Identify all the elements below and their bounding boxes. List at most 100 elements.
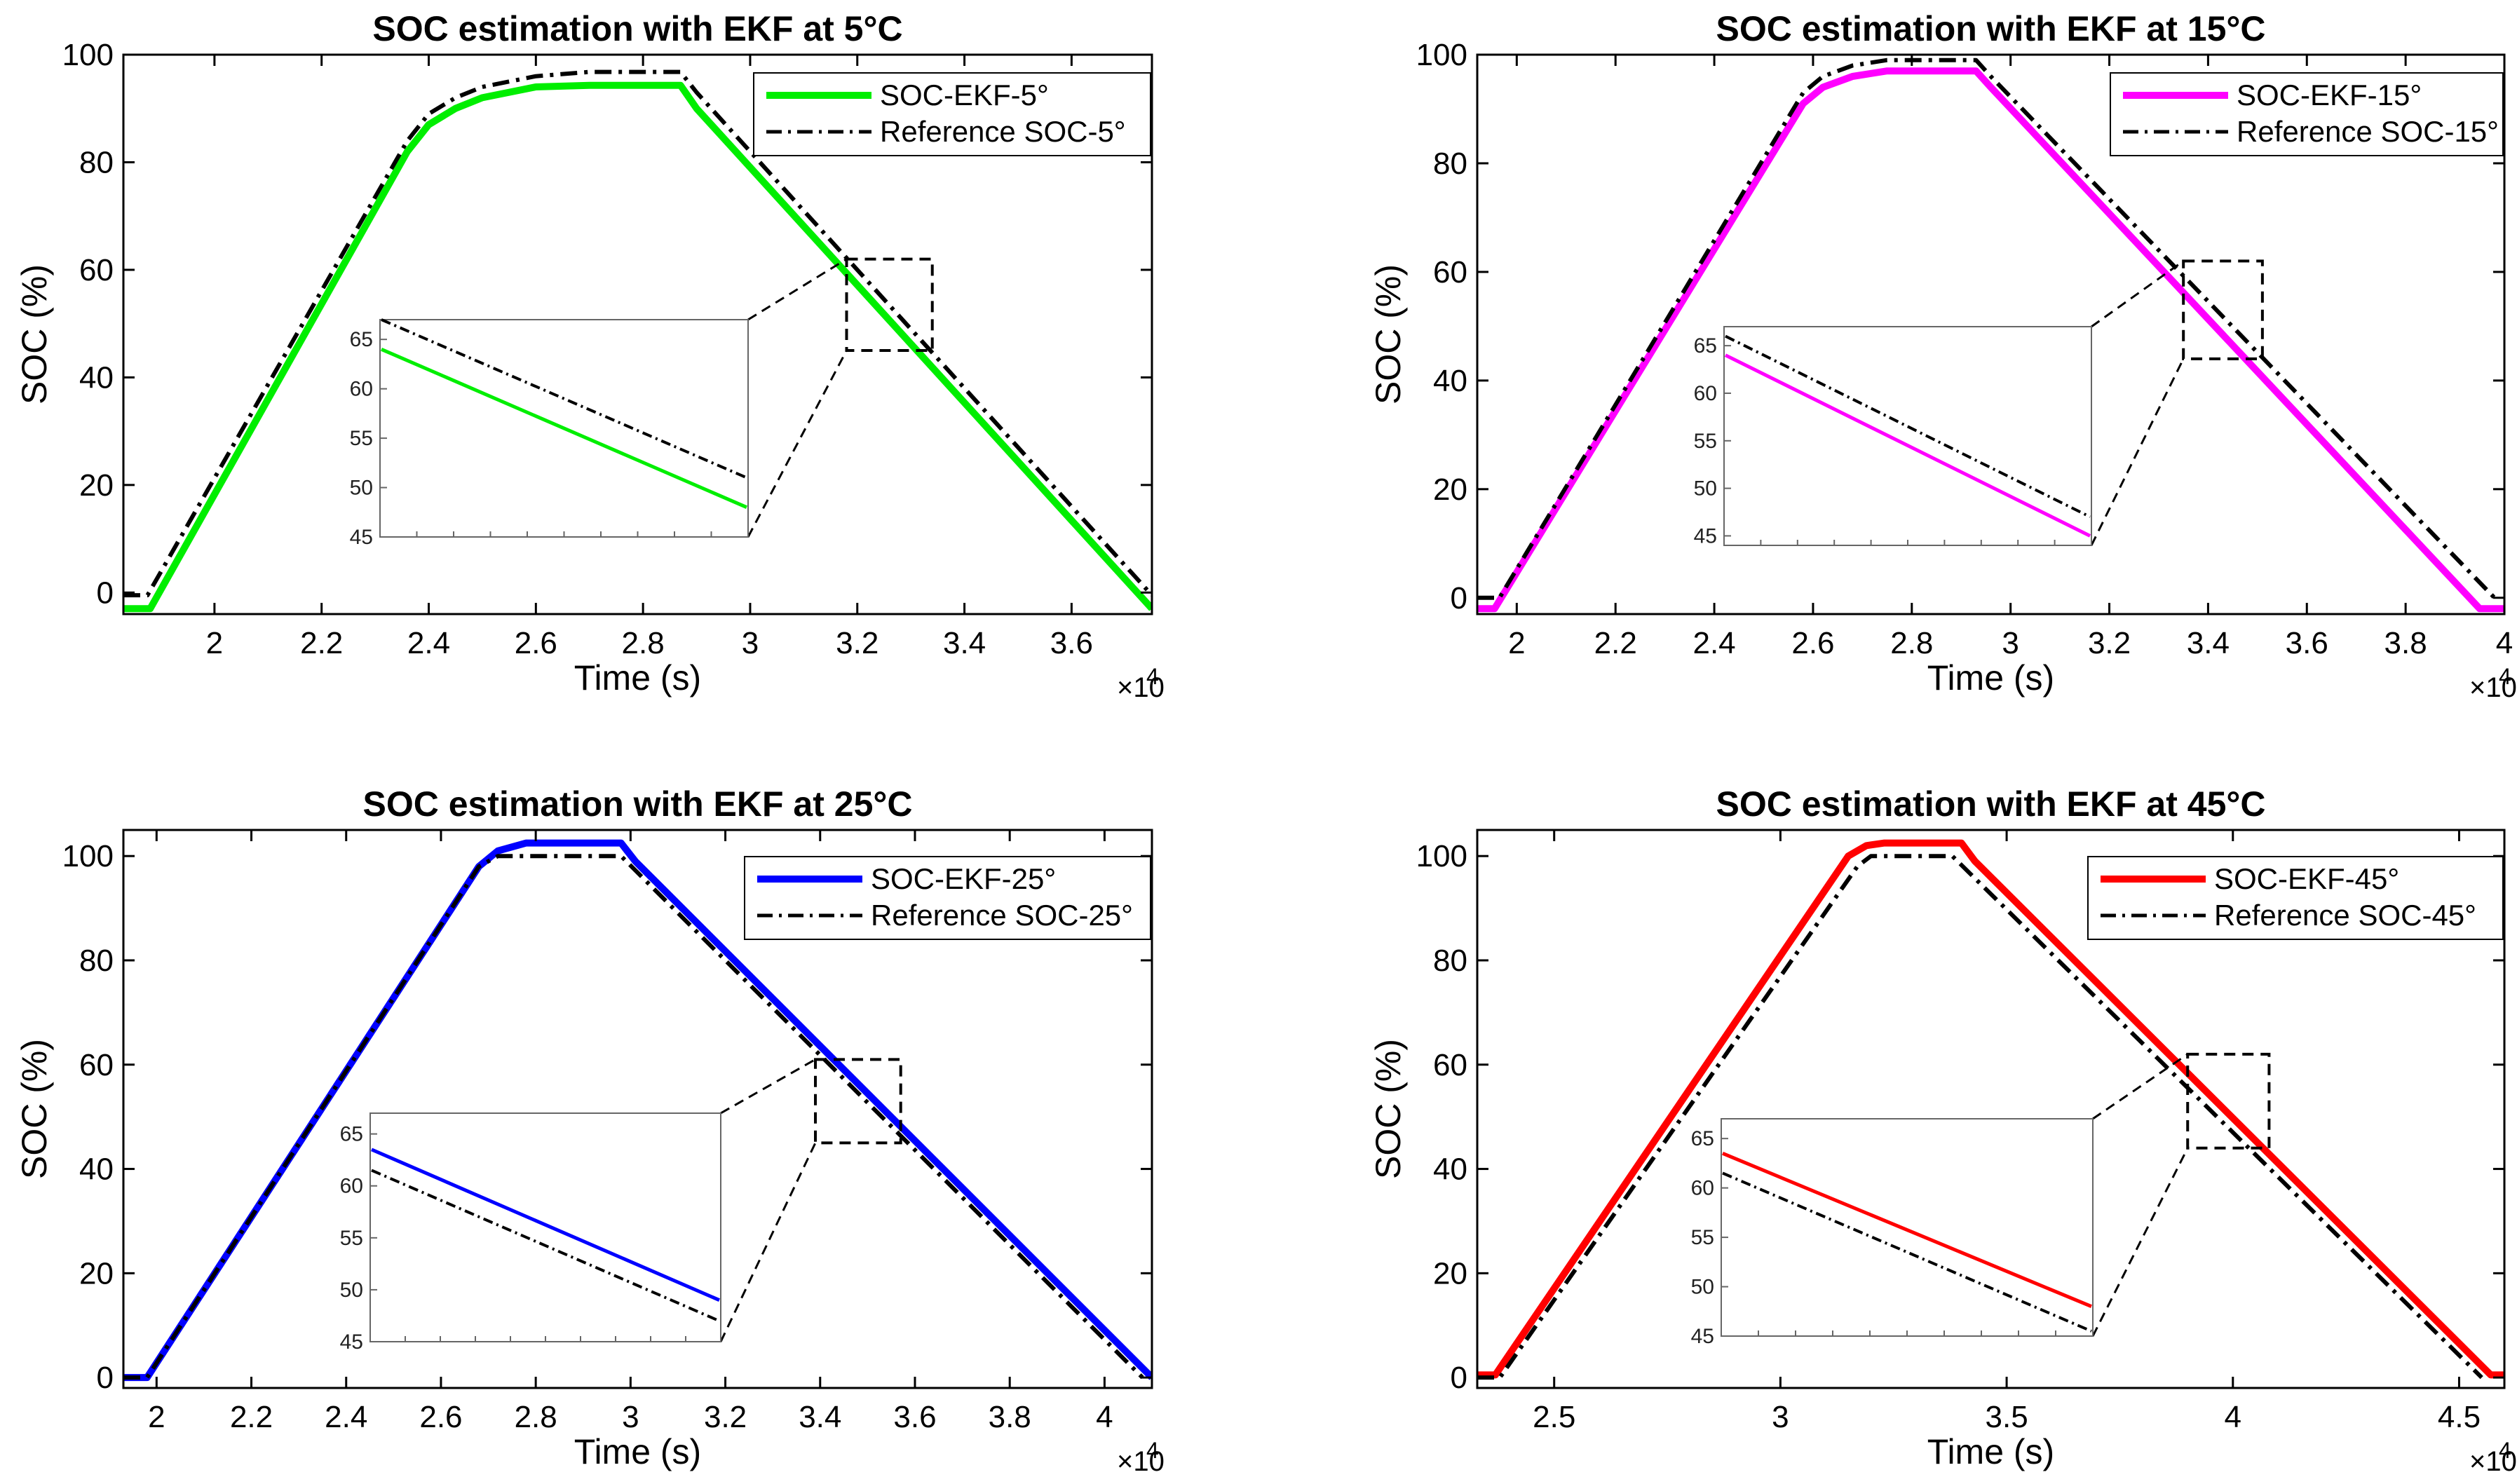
inset-ytick-label: 60	[350, 378, 373, 401]
zoom-connector-bottom	[719, 1142, 817, 1342]
axes-frame	[122, 829, 1153, 1389]
legend: SOC-EKF-25° Reference SOC-25°	[744, 856, 1151, 940]
xtick-label: 3.8	[2384, 626, 2427, 660]
legend: SOC-EKF-5° Reference SOC-5°	[753, 72, 1151, 156]
ytick-label: 100	[1416, 38, 1467, 72]
xtick-label: 2.4	[1692, 626, 1735, 660]
inset-ytick-label: 65	[1691, 1127, 1714, 1150]
inset-ytick-label: 65	[340, 1123, 363, 1146]
legend-label-2: Reference SOC-25°	[871, 899, 1133, 932]
ytick-label: 80	[79, 145, 114, 179]
xtick-label: 2	[148, 1400, 165, 1434]
x-exponent-power: 4	[2499, 664, 2511, 689]
xtick-label: 3	[1772, 1400, 1789, 1434]
xtick-label: 3.2	[836, 626, 878, 660]
inset-ytick-label: 55	[350, 427, 373, 450]
x-exponent-label: ×10	[2469, 672, 2517, 703]
y-axis-label: SOC (%)	[1369, 264, 1408, 404]
ytick-label: 20	[79, 468, 114, 503]
xtick-label: 3.6	[893, 1400, 936, 1434]
legend-label-2: Reference SOC-45°	[2214, 899, 2476, 932]
legend-label-1: SOC-EKF-45°	[2214, 862, 2399, 895]
series-line-2	[1477, 854, 2483, 1380]
xtick-label: 4	[2496, 626, 2513, 660]
ytick-label: 0	[1451, 581, 1467, 615]
xtick-label: 3.2	[2088, 626, 2131, 660]
zoom-connector-bottom	[2091, 1148, 2189, 1337]
ytick-label: 40	[1433, 364, 1467, 398]
xtick-label: 3	[622, 1400, 639, 1434]
series-line-1	[1477, 67, 2504, 613]
series-line-2	[123, 69, 1152, 598]
inset-ytick-label: 65	[350, 328, 373, 351]
xtick-label: 4	[2225, 1400, 2241, 1434]
xtick-label: 2.5	[1533, 1400, 1575, 1434]
inset-panel: 45 50 55 60 65	[350, 318, 749, 549]
legend-box	[744, 856, 1151, 940]
xtick-label: 3	[742, 626, 759, 660]
chart-title: SOC estimation with EKF at 25°C	[362, 784, 912, 824]
ytick-label: 100	[62, 38, 114, 72]
x-exponent-power: 4	[1146, 664, 1159, 689]
ytick-label: 100	[62, 839, 114, 873]
legend: SOC-EKF-15° Reference SOC-15°	[2110, 72, 2504, 156]
x-axis-label: Time (s)	[1927, 658, 2054, 697]
series-line-2	[123, 854, 1144, 1380]
series-line-1	[123, 81, 1152, 613]
chart-panel-3: 45 50 55 60 65 0 20 40 60 80 100 2 2.2 2.4 2.6 2.8 3 3.2 3…	[15, 784, 1165, 1477]
inset-ytick-label: 45	[1691, 1325, 1714, 1348]
x-exponent-power: 4	[2499, 1438, 2511, 1463]
zoom-box	[814, 1058, 902, 1145]
xtick-label: 2.4	[407, 626, 450, 660]
zoom-connector-top	[720, 1058, 816, 1115]
xtick-label: 3.4	[799, 1400, 841, 1434]
axes-frame	[1476, 53, 2506, 615]
inset-series-line-1	[1722, 1152, 2092, 1309]
y-axis-label: SOC (%)	[1369, 1039, 1408, 1179]
xtick-label: 2.4	[325, 1400, 367, 1434]
inset-ytick-label: 55	[340, 1227, 363, 1250]
legend-box	[2087, 856, 2504, 940]
zoom-box	[2186, 1052, 2271, 1150]
inset-series-line-1	[1724, 353, 2091, 538]
inset-series-line-1	[381, 347, 747, 510]
ytick-label: 60	[1433, 1048, 1467, 1082]
zoom-connector-top	[2092, 1053, 2189, 1120]
legend-label-2: Reference SOC-5°	[880, 115, 1126, 148]
ytick-label: 100	[1416, 839, 1467, 873]
xtick-label: 3.5	[1986, 1400, 2028, 1434]
xtick-label: 3.2	[704, 1400, 747, 1434]
inset-ytick-label: 50	[340, 1279, 363, 1302]
inset-panel: 45 50 55 60 65	[1694, 326, 2092, 547]
ytick-label: 60	[79, 1048, 114, 1082]
series-line-1	[123, 839, 1152, 1382]
xtick-label: 2	[1508, 626, 1525, 660]
inset-series-line-1	[371, 1148, 720, 1302]
ytick-label: 80	[1433, 944, 1467, 978]
xtick-label: 2.2	[1594, 626, 1637, 660]
x-exponent-label: ×10	[2469, 1446, 2517, 1477]
inset-series-line-2	[371, 1169, 720, 1323]
series-group	[1477, 57, 2504, 613]
xtick-label: 2.2	[300, 626, 343, 660]
axes-frame	[1476, 829, 2506, 1389]
inset-frame	[1721, 1118, 2094, 1337]
xtick-label: 2.8	[622, 626, 665, 660]
xtick-label: 2.6	[515, 626, 557, 660]
inset-panel: 45 50 55 60 65	[1691, 1118, 2094, 1348]
ytick-label: 40	[79, 360, 114, 395]
zoom-connector-bottom	[747, 350, 848, 538]
series-group	[1477, 839, 2504, 1380]
xtick-label: 2.6	[419, 1400, 462, 1434]
inset-ytick-label: 60	[1691, 1177, 1714, 1200]
series-group	[123, 839, 1152, 1382]
inset-ytick-label: 60	[1694, 382, 1717, 405]
zoom-connector-top	[747, 258, 848, 321]
legend-label-1: SOC-EKF-15°	[2237, 79, 2422, 111]
legend-label-1: SOC-EKF-25°	[871, 862, 1056, 895]
inset-ytick-label: 45	[1694, 524, 1717, 547]
xtick-label: 4	[1096, 1400, 1113, 1434]
inset-ytick-label: 50	[1691, 1276, 1714, 1299]
x-exponent-label: ×10	[1117, 672, 1165, 703]
